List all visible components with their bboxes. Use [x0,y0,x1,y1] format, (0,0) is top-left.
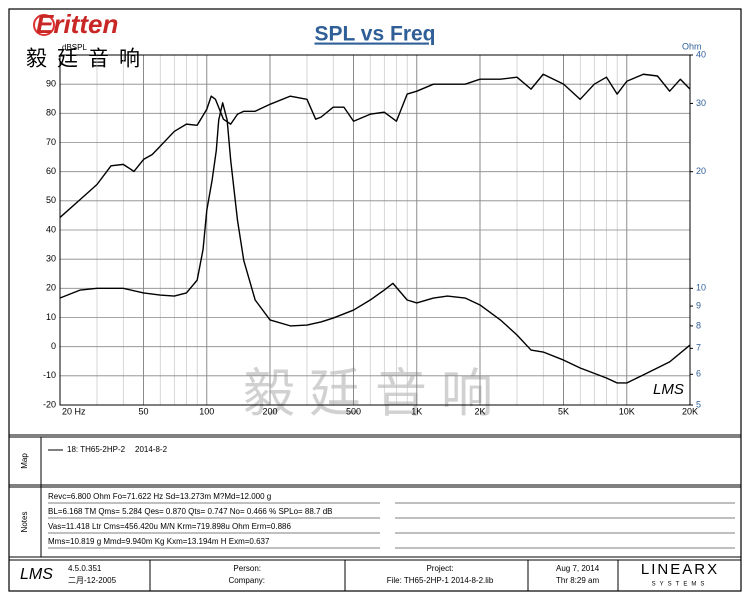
x-tick-label: 100 [199,406,214,416]
y2-tick-label: 20 [696,166,706,176]
y-axis-label: dBSPL [62,43,87,52]
map-label: Map [20,453,29,469]
notes-panel [8,486,742,558]
y2-tick-label: 40 [696,49,706,59]
y2-tick-label: 5 [696,399,701,409]
y-tick-label: 30 [46,254,56,264]
watermark-logo: LMS [653,381,684,398]
y-tick-label: 10 [46,312,56,322]
y-tick-label: 60 [46,166,56,176]
x-tick-label: 500 [346,406,361,416]
grid [59,55,691,406]
legend-entry: 18: TH65-2HP-2 [67,445,126,454]
time: Thr 8:29 am [556,576,599,585]
brand-sub: SYSTEMS [652,582,709,588]
logo-chinese: 毅廷音响 [26,47,150,71]
logo-mark [33,14,55,36]
project: Project: [426,564,453,573]
series-line [59,102,691,384]
notes-lines: Revc=6.800 Ohm Fo=71.622 Hz Sd=13.273m M… [48,492,735,549]
legend-date: 2014-8-2 [135,445,168,454]
y-tick-label: 90 [46,79,56,89]
date: Aug 7, 2014 [556,564,600,573]
file: File: TH65-2HP-1 2014-8-2.lib [387,576,494,585]
person: Person: [233,564,261,573]
x-tick-label: 1K [411,406,422,416]
y2-tick-label: 8 [696,320,701,330]
y2-tick-label: 30 [696,98,706,108]
y2-tick-label: 7 [696,343,701,353]
logo: Eritten [36,9,118,39]
y-tick-label: 20 [46,283,56,293]
chart-panel [8,8,742,436]
version: 4.5.0.351 [68,564,102,573]
watermark: 毅廷音响 [243,365,507,425]
y-tick-label: 70 [46,137,56,147]
plot-frame [59,54,691,406]
note-line: Revc=6.800 Ohm Fo=71.622 Hz Sd=13.273m M… [48,492,271,501]
x-tick-label: 10K [619,406,635,416]
chart-title: SPL vs Freq [315,23,436,46]
x-tick-label: 2K [474,406,485,416]
y-tick-label: -10 [43,370,56,380]
footer-panel [8,559,742,592]
y-tick-label: 80 [46,108,56,118]
x-tick-label: 50 [139,406,149,416]
y2-tick-label: 10 [696,283,706,293]
x-tick-label: 5K [558,406,569,416]
y-tick-label: -20 [43,399,56,409]
brand: LINEARX [641,561,719,578]
y2-axis-label: Ohm [682,41,702,51]
note-line: Vas=11.418 Ltr Cms=456.420u M/N Krm=719.… [48,522,292,531]
y2-tick-label: 6 [696,369,701,379]
note-line: BL=6.168 TM Qms= 5.284 Qes= 0.870 Qts= 0… [48,507,332,516]
y2-tick-label: 9 [696,300,701,310]
y-tick-label: 50 [46,195,56,205]
x-tick-label: 20K [682,406,698,416]
y-tick-label: 40 [46,224,56,234]
y-tick-label: 0 [51,341,56,351]
company: Company: [229,576,265,585]
x-tick-label: 20 Hz [62,406,86,416]
series-line [59,73,691,218]
version-date: 二月-12-2005 [68,576,117,585]
x-tick-label: 200 [262,406,277,416]
footer-logo: LMS [20,566,53,583]
notes-label: Notes [20,512,29,533]
map-panel [8,436,742,486]
note-line: Mms=10.819 g Mmd=9.940m Kg Kxm=13.194m H… [48,537,270,546]
